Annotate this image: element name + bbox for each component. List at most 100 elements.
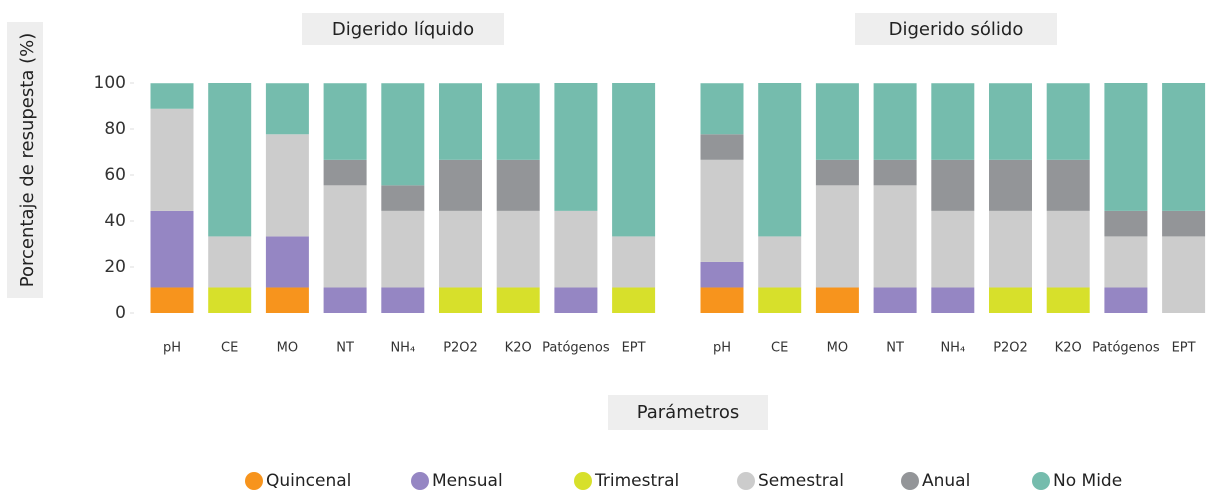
bar-segment	[439, 159, 482, 211]
x-tick-label: NT	[886, 341, 904, 356]
y-axis-label: Porcentaje de resupesta (%)	[17, 33, 38, 287]
bar-segment	[873, 83, 917, 160]
chart-title: Digerido líquido	[332, 19, 474, 40]
legend-label: Quincenal	[266, 471, 351, 491]
bar-segment	[1046, 83, 1090, 160]
bar-segment	[815, 185, 859, 288]
bar-segment	[554, 83, 598, 211]
x-tick-label: MO	[277, 341, 298, 356]
y-tick-label: 20	[104, 257, 126, 277]
bar-segment	[1104, 210, 1148, 237]
legend-swatch	[245, 472, 263, 490]
y-tick-label: 0	[115, 303, 126, 323]
bar-segment	[1104, 236, 1148, 288]
bar-segment	[815, 159, 859, 186]
y-tick-label: 100	[94, 73, 126, 93]
x-tick-label: NH₄	[940, 341, 965, 356]
bar-segment	[931, 210, 975, 288]
bar-segment	[439, 83, 482, 160]
x-tick-label: EPT	[622, 341, 646, 356]
x-tick-label: CE	[771, 341, 788, 356]
bar-segment	[873, 287, 917, 313]
bar-segment	[554, 287, 598, 313]
bar-segment	[989, 210, 1032, 288]
bar-segment	[439, 287, 482, 313]
bar-segment	[150, 83, 194, 109]
bar-segment	[323, 287, 367, 313]
bar-segment	[1104, 287, 1148, 313]
bar-segment	[496, 83, 540, 160]
y-tick-label: 80	[104, 119, 126, 139]
bar-segment	[1046, 287, 1090, 313]
bar-segment	[612, 83, 656, 237]
bar-segment	[758, 236, 802, 288]
bar-segment	[208, 83, 252, 237]
bar-segment	[381, 287, 425, 313]
x-tick-label: NT	[336, 341, 354, 356]
x-tick-label: CE	[221, 341, 238, 356]
legend-swatch	[901, 472, 919, 490]
bar-segment	[1162, 210, 1206, 237]
title-box	[855, 13, 1057, 45]
bar-segment	[700, 134, 744, 160]
bar-segment	[150, 287, 194, 313]
bar-segment	[873, 185, 917, 288]
bar-segment	[381, 185, 425, 211]
bar-segment	[758, 83, 802, 237]
bar-segment	[931, 83, 975, 160]
legend-swatch	[737, 472, 755, 490]
x-tick-label: EPT	[1172, 341, 1196, 356]
y-label-box	[7, 22, 43, 298]
legend-swatch	[574, 472, 592, 490]
bar-segment	[989, 159, 1032, 211]
bar-segment	[758, 287, 802, 313]
x-tick-label: pH	[163, 341, 181, 356]
legend-swatch	[1032, 472, 1050, 490]
bar-segment	[700, 83, 744, 135]
bar-segment	[700, 287, 744, 313]
bar-segment	[381, 210, 425, 288]
bar-segment	[150, 108, 194, 211]
bar-segment	[496, 210, 540, 288]
bar-segment	[815, 83, 859, 160]
y-tick-label: 40	[104, 211, 126, 231]
bar-segment	[612, 287, 656, 313]
bar-segment	[612, 236, 656, 288]
bar-segment	[815, 287, 859, 313]
legend-label: Anual	[922, 471, 970, 491]
bar-segment	[150, 210, 194, 288]
bar-segment	[323, 83, 367, 160]
x-axis-label: Parámetros	[637, 402, 740, 423]
x-tick-label: MO	[827, 341, 848, 356]
bar-segment	[1046, 210, 1090, 288]
bar-segment	[700, 261, 744, 288]
bar-segment	[700, 159, 744, 262]
bar-segment	[208, 236, 252, 288]
legend-label: Trimestral	[594, 471, 679, 491]
bar-segment	[931, 287, 975, 313]
x-tick-label: P2O2	[443, 341, 478, 356]
bar-segment	[323, 159, 367, 186]
bar-segment	[873, 159, 917, 186]
bar-segment	[496, 159, 540, 211]
legend-label: Semestral	[758, 471, 844, 491]
bar-segment	[989, 287, 1032, 313]
legend-swatch	[411, 472, 429, 490]
x-tick-label: NH₄	[390, 341, 415, 356]
bar-segment	[265, 83, 309, 135]
legend-label: Mensual	[432, 471, 503, 491]
legend-label: No Mide	[1053, 471, 1122, 491]
x-tick-label: Patógenos	[1092, 341, 1160, 356]
bar-segment	[439, 210, 482, 288]
x-tick-label: K2O	[1055, 341, 1082, 356]
bar-segment	[323, 185, 367, 288]
title-box	[302, 13, 504, 45]
x-tick-label: Patógenos	[542, 341, 610, 356]
bar-segment	[1104, 83, 1148, 211]
bar-segment	[989, 83, 1032, 160]
bar-segment	[931, 159, 975, 211]
chart-title: Digerido sólido	[889, 19, 1024, 40]
x-tick-label: P2O2	[993, 341, 1028, 356]
x-label-box	[608, 395, 768, 430]
